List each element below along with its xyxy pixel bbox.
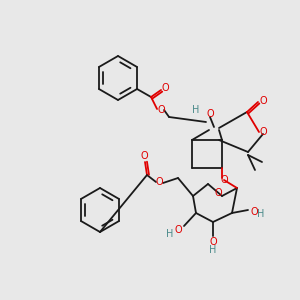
- Text: O: O: [220, 175, 228, 185]
- Text: H: H: [166, 229, 174, 239]
- Text: O: O: [259, 96, 267, 106]
- Text: O: O: [155, 177, 163, 187]
- Text: O: O: [206, 109, 214, 119]
- Text: O: O: [157, 105, 165, 115]
- Text: H: H: [209, 245, 217, 255]
- Text: O: O: [259, 127, 267, 137]
- Text: H: H: [257, 209, 265, 219]
- Text: O: O: [214, 188, 222, 198]
- Text: O: O: [174, 225, 182, 235]
- Text: O: O: [250, 207, 258, 217]
- Text: O: O: [161, 83, 169, 93]
- Text: H: H: [192, 105, 200, 115]
- Text: O: O: [209, 237, 217, 247]
- Text: O: O: [140, 151, 148, 161]
